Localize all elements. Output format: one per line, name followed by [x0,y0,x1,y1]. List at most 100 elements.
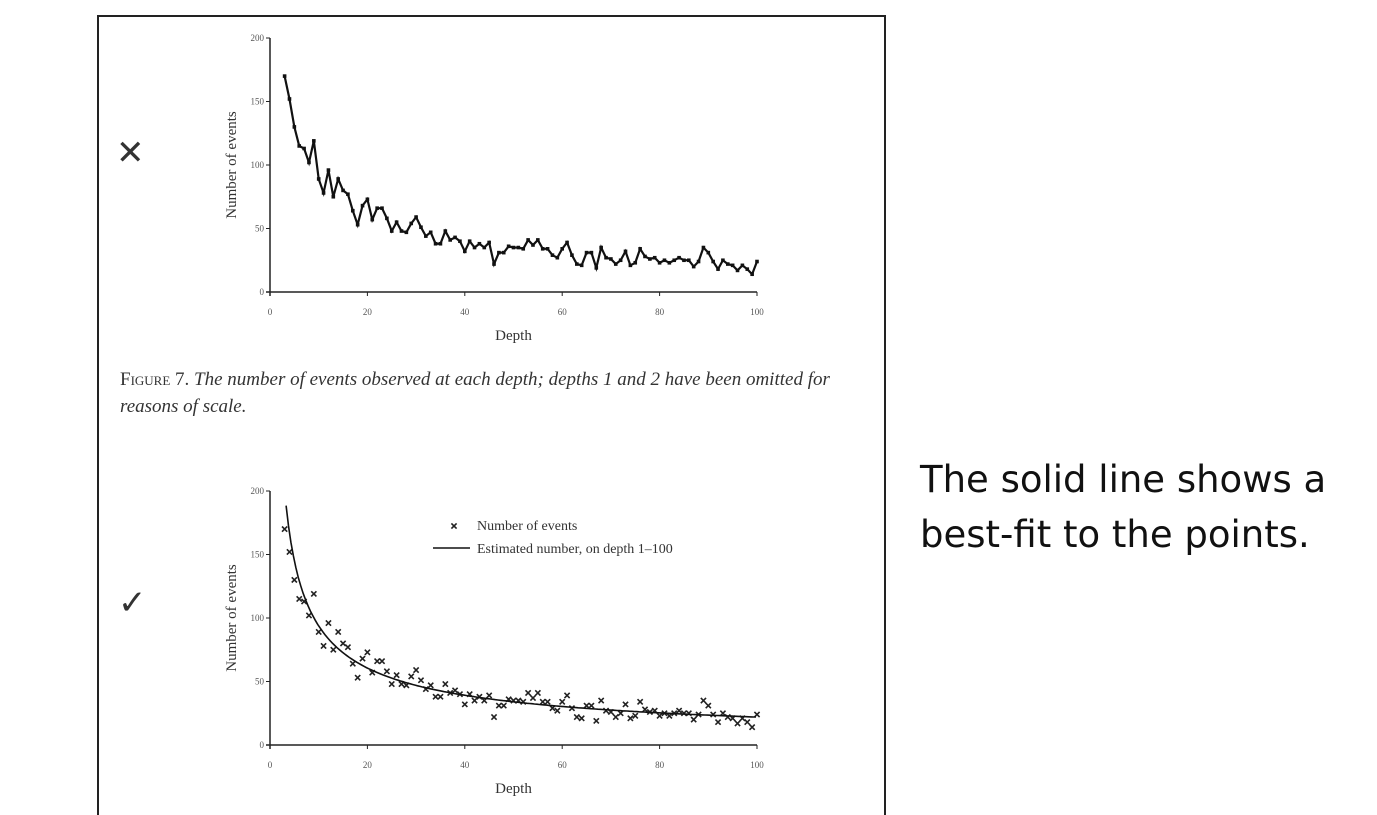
data-point [321,191,326,195]
data-point [628,263,633,268]
data-point [716,267,720,271]
data-point [355,222,360,227]
data-point [354,674,361,681]
data-point [589,250,594,255]
x-tick-label: 40 [460,760,470,770]
data-point [375,206,379,210]
data-point [394,220,399,224]
data-point [492,262,496,266]
data-point [287,97,292,101]
data-point [594,266,599,270]
y-axis-label: Number of events [224,564,240,672]
data-point [315,628,322,636]
data-point [734,720,741,727]
legend-marker-points [450,522,458,530]
data-point [472,245,477,250]
data-point [427,682,434,689]
data-point [443,229,448,233]
data-point [748,724,756,731]
data-point [578,715,585,722]
data-point [312,139,316,143]
data-point [349,660,356,667]
figure-label: Figure 7. [120,369,190,390]
x-tick-label: 80 [655,307,665,317]
data-point [359,655,366,662]
data-point [662,258,667,263]
data-point [648,257,652,261]
data-point [291,576,298,584]
data-point [307,160,311,165]
data-point [383,668,391,675]
data-point [632,712,639,719]
data-point [296,595,303,603]
data-point [339,640,347,647]
data-point [526,238,530,242]
data-point [710,711,717,718]
data-point [485,692,493,699]
data-point [305,612,313,619]
x-axis-label: Depth [495,781,532,797]
data-point [442,680,449,688]
data-point [501,250,506,255]
data-point [506,244,511,249]
x-tick-label: 60 [558,307,568,317]
data-point [482,245,487,250]
data-point [691,264,696,269]
data-point [409,221,414,226]
data-point [424,234,428,238]
data-point [579,263,584,268]
data-point [326,168,331,172]
data-point [755,259,759,264]
data-point [524,689,532,697]
data-point [700,697,707,704]
data-point [453,235,457,240]
y-tick-label: 0 [260,740,265,750]
data-point [672,258,677,263]
y-tick-label: 200 [251,486,265,496]
data-point [730,263,735,268]
data-point [419,225,423,230]
data-point [511,245,516,250]
data-point [385,216,389,221]
data-point [536,238,540,242]
y-tick-label: 150 [251,550,265,560]
data-point [656,712,663,719]
data-point [428,230,433,235]
data-point [721,258,725,263]
data-point [316,177,321,181]
data-point [448,238,452,242]
data-point [320,642,327,650]
y-axis-label: Number of events [224,111,240,219]
x-tick-label: 100 [750,760,764,770]
data-point [463,249,467,254]
data-point [638,247,642,251]
data-point [378,658,386,665]
data-point [573,713,580,721]
data-point [750,272,754,277]
data-point [687,258,691,263]
data-point [575,262,579,266]
data-point [682,258,686,263]
data-point [539,698,546,705]
data-point [495,702,503,709]
y-tick-label: 100 [251,160,265,170]
caption-text: The number of events observed at each de… [120,369,830,417]
x-tick-label: 40 [460,307,470,317]
check-icon: ✓ [118,583,147,623]
data-point [451,687,459,694]
data-line [283,75,759,277]
data-point [599,245,603,250]
data-point [399,229,404,233]
data-point [325,619,332,627]
data-point [380,206,384,210]
data-point [588,702,595,709]
data-point [471,697,478,704]
data-point [521,247,526,251]
data-point [281,525,288,533]
data-point [623,249,628,254]
data-point [529,694,537,702]
data-point [550,253,555,257]
x-tick-label: 60 [558,760,568,770]
data-point [740,263,745,268]
